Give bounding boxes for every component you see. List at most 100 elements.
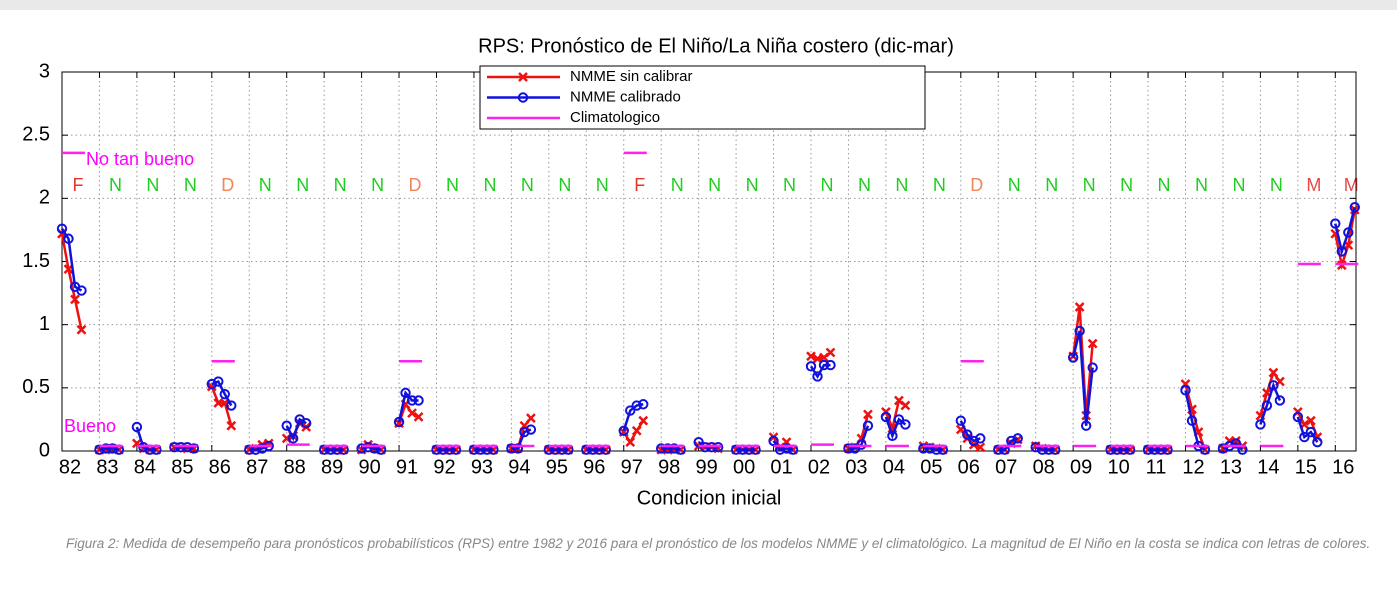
x-tick-label: 86 — [209, 456, 231, 478]
series-line — [622, 420, 645, 445]
circle-marker — [893, 414, 905, 425]
x-marker — [70, 294, 80, 305]
circle-marker — [1312, 436, 1323, 448]
x-tick-label: 02 — [808, 456, 830, 478]
x-tick-label: 98 — [658, 456, 680, 478]
circle-marker — [1343, 227, 1354, 238]
series-line — [1259, 381, 1282, 425]
magnitude-letter: N — [184, 175, 197, 195]
series-line — [60, 233, 83, 330]
circle-marker — [825, 359, 836, 371]
y-tick-label: 3 — [39, 60, 50, 82]
circle-marker — [76, 285, 87, 296]
x-tick-label: 15 — [1295, 456, 1317, 478]
x-marker — [631, 425, 642, 436]
circle-marker — [131, 421, 143, 433]
circle-marker — [887, 430, 898, 442]
circle-marker — [525, 424, 537, 435]
circle-marker — [1261, 400, 1273, 411]
circle-marker — [506, 443, 517, 454]
x-tick-label: 03 — [845, 456, 867, 478]
circle-marker — [169, 442, 180, 453]
x-tick-label: 94 — [508, 456, 530, 478]
x-tick-label: 85 — [171, 456, 193, 478]
circle-marker — [1274, 395, 1286, 406]
x-marker — [975, 442, 986, 453]
x-marker — [900, 400, 911, 411]
circle-marker — [188, 443, 200, 454]
circle-marker — [781, 443, 792, 454]
legend-label: NMME sin calibrar — [570, 68, 693, 85]
y-tick-label: 2 — [39, 187, 50, 209]
circle-marker — [1067, 352, 1079, 363]
circle-marker — [413, 395, 424, 406]
circle-marker — [843, 443, 854, 454]
x-marker — [806, 351, 816, 362]
x-tick-label: 96 — [583, 456, 605, 478]
circle-marker — [1087, 362, 1098, 373]
circle-marker — [1268, 380, 1279, 391]
circle-marker — [1186, 415, 1198, 426]
circle-marker — [56, 223, 68, 234]
magnitude-letter: N — [596, 175, 609, 195]
circle-marker — [1336, 246, 1348, 257]
circle-marker — [1180, 385, 1191, 396]
magnitude-letter: N — [259, 175, 272, 195]
circle-marker — [1349, 201, 1361, 213]
circle-marker — [818, 359, 830, 371]
circle-marker — [962, 429, 973, 440]
x-axis-label: Condicion inicial — [637, 487, 782, 509]
circle-marker — [226, 400, 237, 411]
y-tick-label: 0 — [39, 439, 50, 461]
circle-marker — [1299, 431, 1310, 443]
x-tick-label: 84 — [134, 456, 156, 478]
x-tick-label: 00 — [733, 456, 755, 478]
magnitude-letter: N — [783, 175, 796, 195]
x-marker — [625, 437, 636, 448]
circle-marker — [219, 388, 231, 400]
y-tick-label: 2.5 — [22, 123, 50, 145]
circle-marker — [862, 420, 874, 431]
x-tick-label: 04 — [883, 456, 905, 478]
circle-marker — [699, 442, 711, 453]
x-tick-label: 13 — [1220, 456, 1242, 478]
x-tick-label: 01 — [770, 456, 792, 478]
magnitude-letter: N — [521, 175, 534, 195]
magnitude-letter: N — [1120, 175, 1133, 195]
x-tick-label: 07 — [995, 456, 1017, 478]
x-marker — [863, 409, 873, 420]
circle-marker — [369, 443, 380, 454]
circle-marker — [712, 442, 724, 453]
y-tick-label: 1 — [39, 313, 50, 335]
circle-marker — [356, 443, 367, 454]
x-tick-label: 95 — [546, 456, 568, 478]
circle-marker — [213, 376, 224, 387]
circle-marker — [301, 418, 312, 429]
x-tick-label: 83 — [96, 456, 118, 478]
magnitude-letter: N — [446, 175, 459, 195]
magnitude-letter: N — [483, 175, 496, 195]
x-marker — [1268, 367, 1279, 378]
circle-marker — [918, 443, 929, 454]
circle-marker — [638, 399, 649, 410]
magnitude-letter: F — [73, 175, 84, 195]
circle-marker — [856, 439, 867, 450]
x-tick-label: 89 — [321, 456, 343, 478]
circle-marker — [955, 415, 966, 426]
magnitude-letter: N — [296, 175, 309, 195]
top-band — [0, 0, 1397, 10]
circle-marker — [1292, 411, 1304, 423]
circle-marker — [1080, 420, 1092, 431]
circle-marker — [618, 425, 629, 436]
x-marker — [76, 324, 87, 335]
x-marker — [413, 412, 424, 422]
circle-marker — [880, 411, 892, 423]
circle-marker — [1330, 218, 1341, 229]
circle-marker — [625, 405, 636, 416]
x-marker — [526, 413, 536, 424]
chart-title: RPS: Pronóstico de El Niño/La Niña coste… — [478, 35, 954, 57]
x-marker — [1336, 260, 1347, 271]
magnitude-letter: N — [1158, 175, 1171, 195]
x-tick-label: 14 — [1257, 456, 1279, 478]
